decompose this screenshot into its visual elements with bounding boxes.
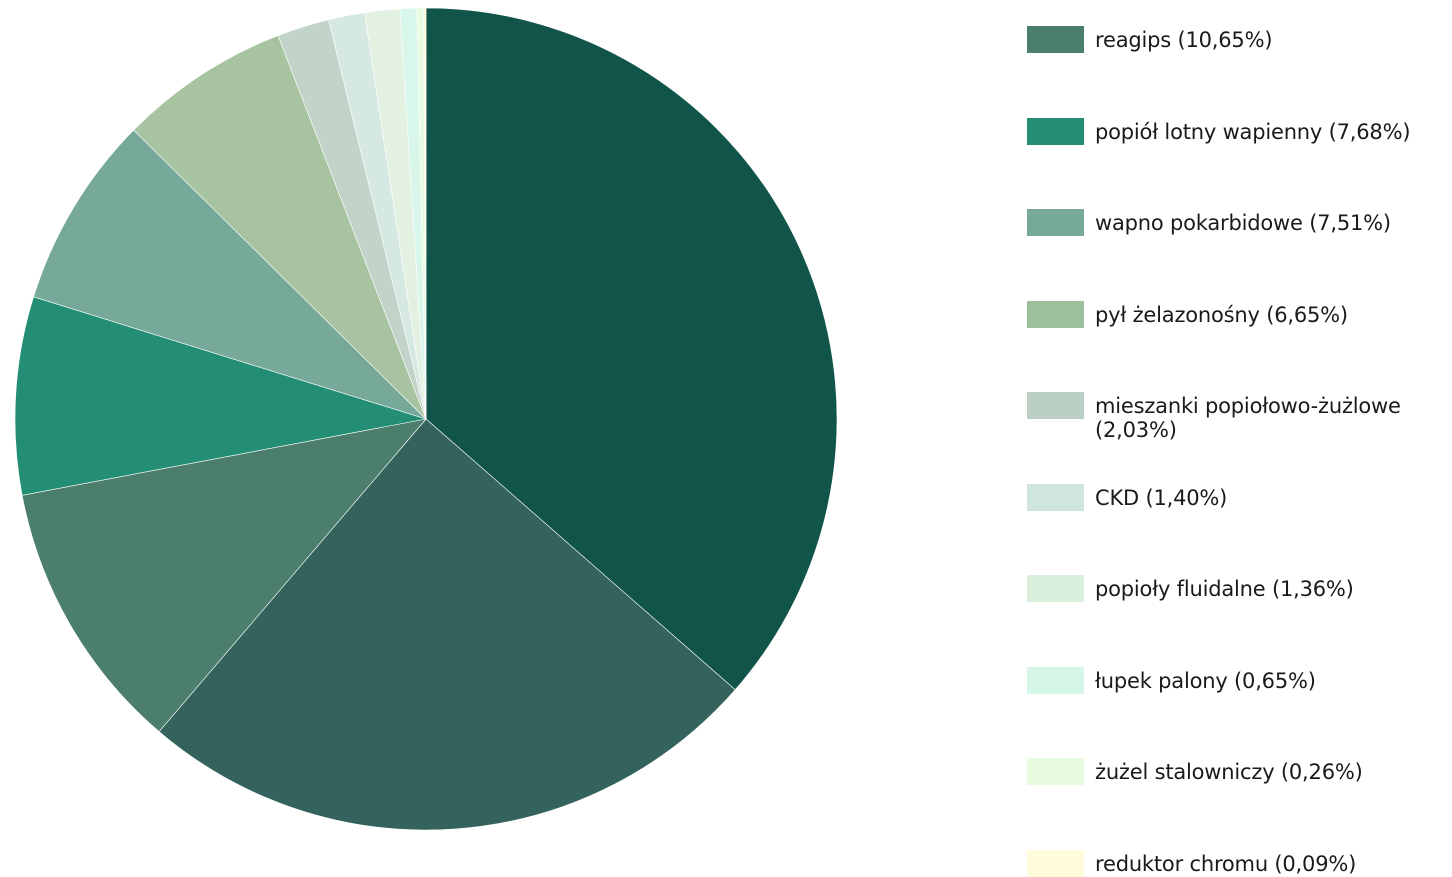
- legend-item-4: mieszanki popiołowo-żużlowe (2,03%): [1027, 392, 1452, 442]
- legend-label-8: żużel stalowniczy (0,26%): [1095, 760, 1363, 784]
- legend-swatch-6: [1027, 575, 1084, 602]
- pie-slice-1: [158, 418, 736, 831]
- legend: reagips (10,65%) popiół lotny wapienny (7…: [1027, 0, 1452, 877]
- pie-slice-0: [425, 7, 838, 691]
- legend-swatch-0: [1027, 26, 1084, 53]
- legend-item-3: pył żelazonośny (6,65%): [1027, 300, 1452, 328]
- legend-label-4: mieszanki popiołowo-żużlowe (2,03%): [1095, 394, 1401, 442]
- legend-swatch-1: [1027, 117, 1084, 145]
- legend-item-1: popiół lotny wapienny (7,68%): [1027, 117, 1452, 145]
- pie-slice-11: [423, 7, 427, 420]
- legend-item-6: popioły fluidalne (1,36%): [1027, 575, 1452, 602]
- legend-item-7: łupek palony (0,65%): [1027, 666, 1452, 694]
- legend-label-6: popioły fluidalne (1,36%): [1095, 577, 1354, 601]
- legend-label-7: łupek palony (0,65%): [1095, 668, 1316, 693]
- legend-item-2: wapno pokarbidowe (7,51%): [1027, 209, 1452, 236]
- legend-item-8: żużel stalowniczy (0,26%): [1027, 758, 1452, 785]
- legend-swatch-3: [1027, 300, 1084, 328]
- legend-label-3: pył żelazonośny (6,65%): [1095, 302, 1348, 327]
- legend-label-2: wapno pokarbidowe (7,51%): [1095, 211, 1391, 235]
- pie-slice-5: [133, 35, 427, 420]
- legend-label-5: CKD (1,40%): [1095, 485, 1228, 510]
- legend-label-1: popiół lotny wapienny (7,68%): [1095, 119, 1411, 144]
- pie-slice-2: [21, 418, 427, 732]
- legend-item-9: reduktor chromu (0,09%): [1027, 849, 1452, 877]
- legend-swatch-7: [1027, 666, 1084, 694]
- legend-swatch-2: [1027, 209, 1084, 236]
- legend-label-9: reduktor chromu (0,09%): [1095, 851, 1357, 876]
- pie-plot-area: [14, 7, 838, 831]
- legend-swatch-9: [1027, 849, 1084, 877]
- pie-slice-3: [14, 296, 427, 496]
- pie-slice-4: [33, 129, 427, 420]
- legend-item-5: CKD (1,40%): [1027, 483, 1452, 511]
- legend-swatch-4: [1027, 392, 1084, 419]
- legend-swatch-8: [1027, 758, 1084, 785]
- legend-label-0: reagips (10,65%): [1095, 28, 1273, 52]
- legend-item-0: reagips (10,65%): [1027, 26, 1452, 53]
- legend-swatch-5: [1027, 483, 1084, 511]
